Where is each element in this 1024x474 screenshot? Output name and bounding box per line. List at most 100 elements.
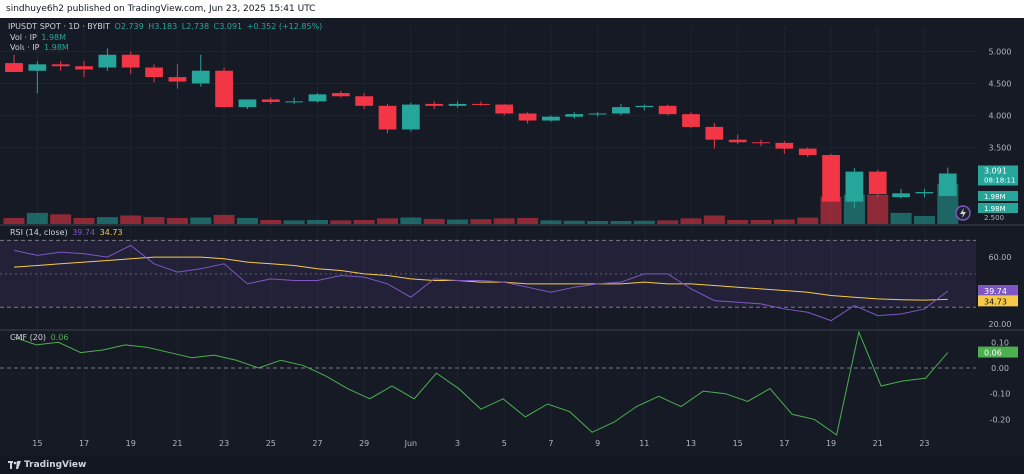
volume-bar	[680, 218, 702, 224]
candle-body	[705, 126, 724, 140]
time-tick-label: 29	[359, 439, 369, 448]
rsi-ma-line	[13, 256, 948, 301]
time-tick-label: 21	[172, 439, 182, 448]
price-axis[interactable]: 5.000 4.500 4.000 3.500 60.00 20.00 0.10 0.00 -0…	[989, 48, 1012, 425]
time-tick-label: 7	[548, 439, 553, 448]
price-badge-value: 3.091	[984, 166, 1007, 175]
volume-bars	[3, 184, 959, 224]
candle-body	[5, 63, 23, 72]
volume-bar	[213, 214, 235, 224]
time-tick-label: Jun	[404, 439, 418, 448]
candle-body	[472, 103, 490, 105]
time-tick-label: 15	[733, 439, 743, 448]
volume-value: 1.98M	[41, 33, 67, 42]
symbol-name: IPUSDT SPOT · 1D · BYBIT	[8, 22, 110, 31]
volume-bar	[563, 220, 585, 224]
partial-price-tick: 2.500	[984, 214, 1004, 222]
volume-bar	[727, 219, 749, 224]
symbol-legend[interactable]: IPUSDT SPOT · 1D · BYBIT O2.739 H3.183 L…	[8, 22, 322, 31]
volume-bar	[236, 217, 258, 224]
volume-bar	[517, 217, 539, 224]
cmf-badge-value: 0.06	[984, 349, 1002, 358]
publisher-bar: sindhuye6h2 published on TradingView.com…	[0, 0, 1024, 18]
time-tick-label: 15	[32, 439, 42, 448]
candle-body	[915, 192, 934, 194]
publisher-text: sindhuye6h2 published on TradingView.com…	[6, 4, 316, 14]
rsi-ma-badge	[978, 295, 1018, 307]
volume-bar	[73, 217, 95, 224]
footer-bar: TradingView	[0, 456, 1024, 474]
cmf-lines	[13, 330, 949, 436]
volume-bar	[377, 218, 399, 224]
candle-body	[308, 94, 327, 102]
volume-bar	[447, 219, 469, 224]
grid	[0, 26, 976, 440]
candle-body	[635, 105, 654, 108]
rsi-ma-badge-value: 34.73	[984, 297, 1007, 306]
chart-background	[0, 18, 1024, 456]
volume-bar	[50, 214, 72, 224]
candle-body	[565, 114, 584, 117]
volume-badge-value-1: 1.98M	[984, 193, 1006, 201]
time-tick-label: 5	[502, 439, 507, 448]
volume-bar	[913, 215, 935, 224]
candle-body	[285, 101, 304, 103]
volume-bar	[750, 219, 772, 224]
cmf-legend[interactable]: CMF (20) 0.06	[10, 333, 68, 342]
candle-body	[495, 104, 514, 114]
candle-body	[682, 114, 700, 127]
time-tick-label: 17	[779, 439, 789, 448]
time-tick-label: 23	[919, 439, 929, 448]
volume-bar	[283, 220, 305, 224]
candle-body	[378, 105, 397, 130]
candle-body	[518, 113, 537, 121]
candle-body	[542, 116, 560, 121]
chart-canvas[interactable]: 5.000 4.500 4.000 3.500 60.00 20.00 0.10 0.00 -0…	[0, 18, 1024, 456]
time-tick-label: 9	[595, 439, 600, 448]
volume-bar	[493, 218, 515, 224]
volume-bar	[773, 219, 795, 224]
tradingview-logo-icon[interactable]	[8, 461, 21, 469]
time-tick-label: 27	[312, 439, 322, 448]
time-axis[interactable]: 15 17 19 21 23 25 27 29 Jun 3 5 7 9 11 13 15 17 19 21 23	[32, 439, 929, 448]
candle-body	[775, 142, 794, 149]
tradingview-brand[interactable]: TradingView	[24, 460, 87, 470]
rsi-line	[13, 244, 949, 322]
cmf-value: 0.06	[50, 333, 69, 342]
rsi-badge-value: 39.74	[984, 287, 1007, 296]
candle-body	[51, 64, 70, 67]
rsi-label: RSI (14, close)	[10, 228, 68, 237]
time-tick-label: 19	[126, 439, 136, 448]
volume-bar	[867, 194, 889, 224]
candle-body	[261, 99, 280, 103]
volume-bar	[260, 219, 282, 224]
cmf-tick-label: 0.00	[991, 364, 1009, 373]
lightning-icon[interactable]	[955, 205, 971, 221]
time-tick-label: 23	[219, 439, 229, 448]
candle-body	[28, 64, 47, 71]
volume-value-2: 1.98M	[44, 43, 69, 52]
cmf-tick-label: -0.20	[990, 415, 1011, 424]
cmf-line	[13, 330, 949, 436]
candle-body	[401, 104, 420, 130]
time-tick-label: 21	[873, 439, 883, 448]
volume-legend[interactable]: Vol · IP 1.98M	[10, 33, 66, 42]
candle-body	[752, 142, 770, 144]
pane-separators[interactable]	[0, 224, 1024, 331]
candle-body	[612, 107, 630, 114]
volume-legend-2[interactable]: Volι · IP 1.98M	[10, 43, 69, 52]
volume-bar	[423, 218, 445, 224]
time-tick-label: 13	[686, 439, 696, 448]
volume-bar	[120, 215, 142, 224]
candle-body	[938, 173, 957, 196]
candle-body	[822, 155, 840, 202]
candle-body	[191, 70, 210, 84]
candle-body	[588, 113, 607, 115]
volume-bar	[470, 219, 492, 224]
price-tick-label: 4.500	[989, 79, 1012, 88]
price-tick-label: 4.000	[989, 111, 1012, 120]
candle-body	[658, 105, 677, 115]
candle-body	[868, 171, 887, 194]
rsi-legend[interactable]: RSI (14, close) 39.74 34.73	[10, 228, 123, 237]
change-value: +0.352 (+12.85%)	[246, 22, 323, 31]
